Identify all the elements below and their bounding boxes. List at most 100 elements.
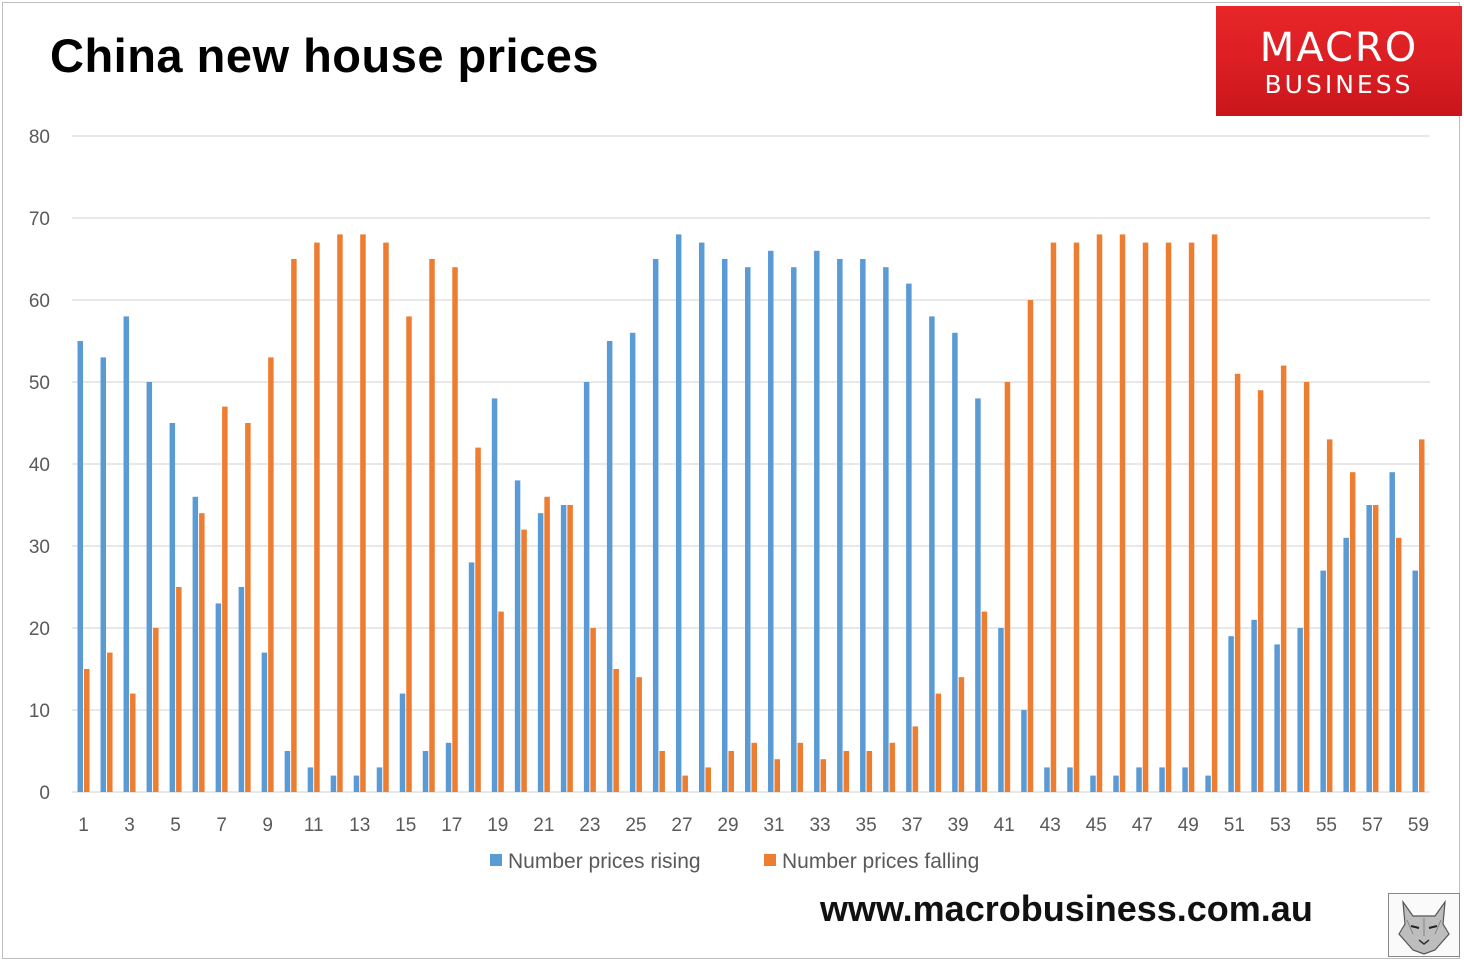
bar-prices-falling xyxy=(567,505,573,792)
bar-prices-falling xyxy=(452,267,458,792)
x-tick-label: 19 xyxy=(487,815,508,836)
bar-prices-rising xyxy=(860,259,866,792)
website-url[interactable]: www.macrobusiness.com.au xyxy=(820,888,1313,929)
bar-prices-rising xyxy=(560,505,567,792)
bar-prices-rising xyxy=(1389,472,1395,792)
bar-prices-falling xyxy=(498,611,504,792)
bar-prices-rising xyxy=(1274,644,1280,792)
x-tick-label: 57 xyxy=(1362,815,1383,836)
bar-prices-rising xyxy=(906,283,912,792)
bar-prices-rising xyxy=(353,775,360,792)
bar-prices-rising xyxy=(399,693,406,792)
x-tick-label: 15 xyxy=(395,815,416,836)
bar-prices-rising xyxy=(422,751,429,792)
bar-prices-rising xyxy=(1412,570,1418,792)
bar-prices-rising xyxy=(675,234,682,792)
bar-prices-rising xyxy=(1136,767,1142,792)
y-tick-label: 40 xyxy=(29,455,50,476)
bar-prices-falling xyxy=(1050,242,1057,793)
bar-prices-falling xyxy=(958,677,965,792)
bar-prices-falling xyxy=(1326,439,1333,792)
bar-prices-falling xyxy=(728,751,734,792)
bar-prices-rising xyxy=(1021,710,1027,792)
bar-prices-falling xyxy=(1234,373,1241,792)
bar-prices-falling xyxy=(613,669,619,792)
bar-prices-falling xyxy=(1395,537,1402,792)
bar-prices-falling xyxy=(521,529,527,792)
bar-prices-rising xyxy=(629,332,636,792)
bar-prices-falling xyxy=(1349,472,1356,792)
legend-label-falling: Number prices falling xyxy=(782,850,979,873)
bar-prices-rising xyxy=(537,513,544,792)
bar-prices-falling xyxy=(360,234,366,792)
bar-prices-falling xyxy=(1418,439,1425,792)
bar-prices-falling xyxy=(682,775,688,792)
macrobusiness-logo[interactable]: MACRO BUSINESS xyxy=(1216,6,1462,116)
bar-prices-falling xyxy=(843,751,850,792)
bar-prices-rising xyxy=(468,562,475,792)
bar-prices-falling xyxy=(774,759,781,792)
x-tick-label: 45 xyxy=(1086,815,1107,836)
wolf-icon xyxy=(1388,893,1460,957)
bar-prices-falling xyxy=(1142,242,1149,793)
bar-prices-falling xyxy=(1119,234,1126,792)
x-tick-label: 29 xyxy=(717,815,738,836)
x-axis-tick-labels: 1 3 5 7 9 11 13 15 17 19 21 23 25 27 29 31 33 35 37 39 41 43 4… xyxy=(78,815,1429,836)
bar-prices-falling xyxy=(1372,505,1379,792)
bar-prices-falling xyxy=(84,669,90,792)
y-tick-label: 70 xyxy=(29,209,50,230)
bar-prices-rising xyxy=(307,767,314,792)
bar-prices-rising xyxy=(883,267,889,792)
bar-prices-rising xyxy=(261,652,268,792)
bar-prices-rising xyxy=(652,259,659,792)
legend-label-rising: Number prices rising xyxy=(508,850,701,873)
bar-prices-falling xyxy=(176,587,182,792)
bar-prices-falling xyxy=(130,693,136,792)
x-tick-label: 39 xyxy=(948,815,969,836)
x-tick-label: 35 xyxy=(856,815,877,836)
y-tick-label: 30 xyxy=(29,537,50,558)
bar-prices-falling xyxy=(222,406,228,792)
bar-prices-rising xyxy=(215,603,222,792)
y-tick-label: 80 xyxy=(29,127,50,148)
bar-prices-falling xyxy=(705,767,711,792)
bar-prices-falling xyxy=(981,611,988,792)
y-tick-label: 20 xyxy=(29,619,50,640)
y-tick-label: 60 xyxy=(29,291,50,312)
x-tick-label: 41 xyxy=(994,815,1015,836)
x-tick-label: 31 xyxy=(763,815,784,836)
bar-prices-falling xyxy=(429,259,435,792)
x-tick-label: 3 xyxy=(124,815,135,836)
x-tick-label: 49 xyxy=(1178,815,1199,836)
bar-prices-rising xyxy=(284,751,291,792)
bar-prices-falling xyxy=(107,652,113,792)
bar-prices-rising xyxy=(123,316,130,792)
bar-prices-falling xyxy=(1280,365,1287,792)
bar-prices-falling xyxy=(383,242,389,793)
bar-prices-falling xyxy=(935,693,942,792)
bar-prices-falling xyxy=(1027,300,1034,792)
bar-prices-rising xyxy=(814,250,820,793)
bar-prices-falling xyxy=(406,316,412,792)
bar-prices-falling xyxy=(751,742,757,792)
x-tick-label: 23 xyxy=(579,815,600,836)
bar-prices-falling xyxy=(475,447,481,792)
x-tick-label: 47 xyxy=(1132,815,1153,836)
bar-prices-falling xyxy=(199,513,205,792)
bar-prices-falling xyxy=(1096,234,1103,792)
bar-prices-rising xyxy=(1343,537,1349,792)
x-tick-label: 5 xyxy=(170,815,181,836)
gridlines xyxy=(72,135,1430,793)
x-tick-label: 17 xyxy=(441,815,462,836)
bar-prices-falling xyxy=(153,628,159,792)
y-tick-label: 50 xyxy=(29,373,50,394)
x-tick-label: 37 xyxy=(902,815,923,836)
bar-prices-falling xyxy=(659,751,665,792)
x-tick-label: 53 xyxy=(1270,815,1291,836)
x-tick-label: 13 xyxy=(349,815,370,836)
bar-prices-rising xyxy=(837,259,843,792)
bar-prices-falling xyxy=(1073,242,1080,793)
x-tick-label: 1 xyxy=(78,815,89,836)
bar-prices-rising xyxy=(606,341,613,792)
